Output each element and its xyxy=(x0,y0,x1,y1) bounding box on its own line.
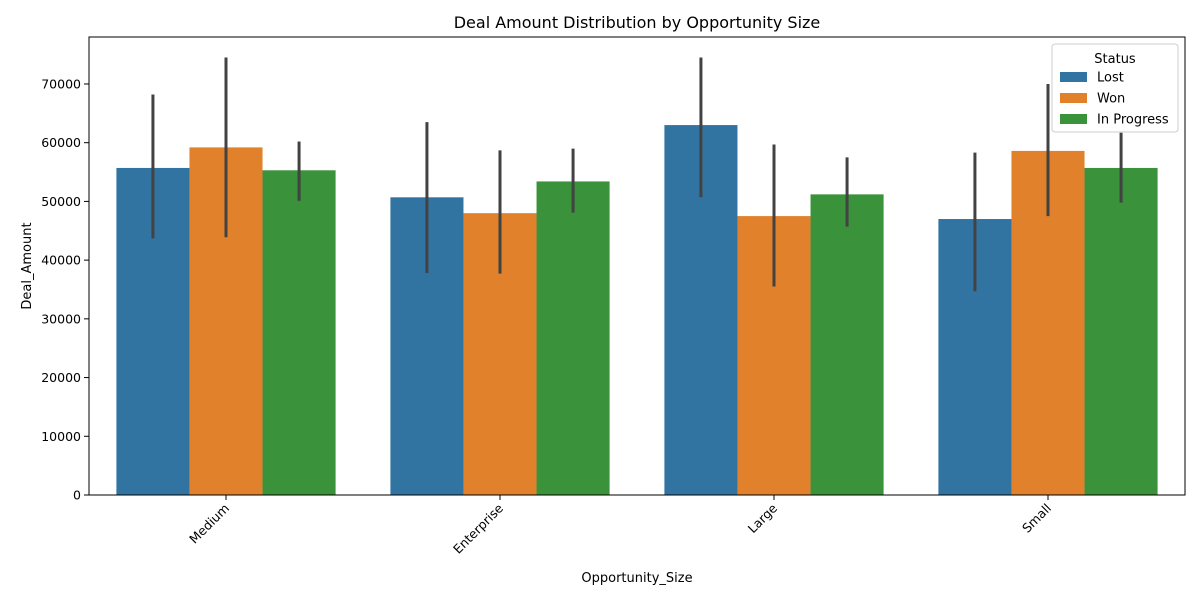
legend-swatch xyxy=(1060,72,1087,82)
bar xyxy=(1084,167,1158,495)
legend-swatch xyxy=(1060,114,1087,124)
y-tick-label: 20000 xyxy=(41,370,81,385)
legend: Status Lost Won In Progress xyxy=(1051,43,1179,133)
plot-frame xyxy=(88,36,1186,496)
legend-box xyxy=(1051,43,1179,133)
legend-title: Status xyxy=(1094,52,1136,67)
legend-swatch xyxy=(1060,93,1087,103)
y-tick-label: 10000 xyxy=(41,429,81,444)
legend-entry: Won xyxy=(1097,92,1125,107)
y-tick-label: 70000 xyxy=(41,76,81,91)
x-tick-label: Small xyxy=(1019,501,1054,536)
legend-entry: Lost xyxy=(1097,71,1124,86)
x-axis-label: Opportunity_Size xyxy=(581,571,692,586)
x-tick-label: Enterprise xyxy=(450,500,506,556)
legend-entry: In Progress xyxy=(1097,113,1169,128)
y-tick-label: 30000 xyxy=(41,311,81,326)
bar xyxy=(262,170,336,496)
bar xyxy=(810,194,884,495)
x-tick-label: Medium xyxy=(186,501,232,547)
y-tick-label: 60000 xyxy=(41,135,81,150)
plot-area: 0 10000 20000 30000 40000 50000 60000 70000 Medi… xyxy=(41,36,1186,557)
y-tick-label: 40000 xyxy=(41,253,81,268)
y-tick-label: 0 xyxy=(73,488,81,503)
y-tick-label: 50000 xyxy=(41,194,81,209)
x-tick-label: Large xyxy=(745,500,781,536)
chart-title: Deal Amount Distribution by Opportunity … xyxy=(454,13,821,32)
bar xyxy=(536,181,610,495)
y-axis-label: Deal_Amount xyxy=(20,222,35,309)
